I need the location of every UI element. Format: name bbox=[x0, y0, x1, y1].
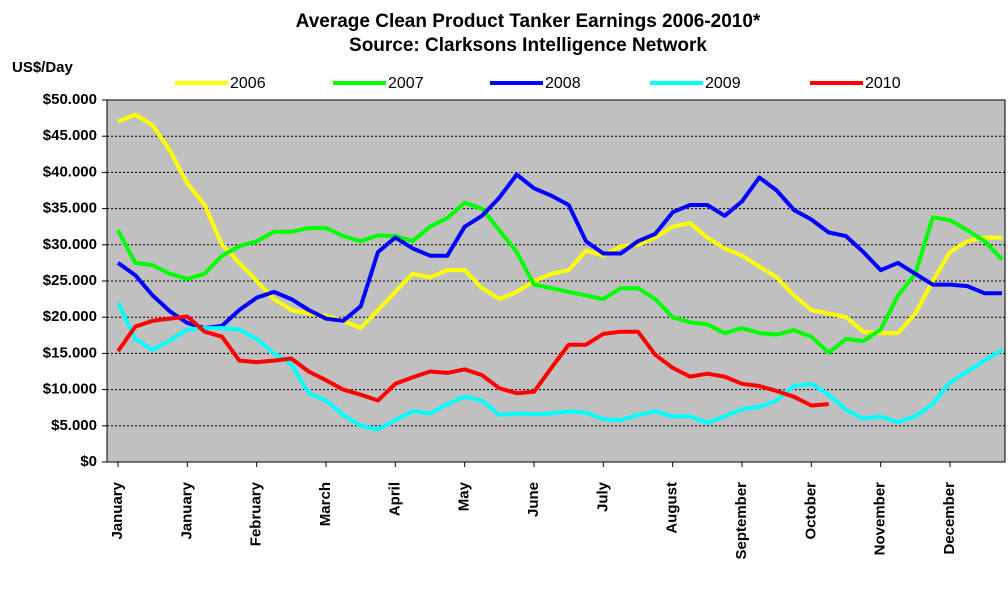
y-tick-label: $20.000 bbox=[43, 308, 97, 325]
legend-label: 2007 bbox=[388, 75, 424, 92]
x-tick-label: February bbox=[248, 481, 265, 546]
y-tick-label: $30.000 bbox=[43, 236, 97, 253]
y-tick-label: $50.000 bbox=[43, 91, 97, 108]
x-tick-label: April bbox=[386, 482, 403, 516]
series-line bbox=[117, 112, 1002, 336]
y-tick-label: $0 bbox=[80, 453, 97, 470]
x-tick-label: January bbox=[109, 481, 126, 539]
x-tick-label: October bbox=[802, 482, 819, 540]
x-tick-label: November bbox=[872, 482, 889, 556]
legend-label: 2008 bbox=[545, 75, 581, 92]
x-tick-label: July bbox=[594, 481, 611, 512]
x-tick-label: December bbox=[941, 482, 958, 555]
x-tick-label: May bbox=[456, 481, 473, 511]
y-tick-label: $15.000 bbox=[43, 344, 97, 361]
x-tick-label: August bbox=[664, 482, 681, 534]
chart-title: Average Clean Product Tanker Earnings 20… bbox=[296, 11, 761, 32]
series-line bbox=[116, 314, 829, 408]
series-line bbox=[116, 172, 1002, 331]
x-tick-label: June bbox=[525, 482, 542, 517]
x-tick-label: March bbox=[317, 482, 334, 526]
series-line bbox=[116, 301, 1004, 432]
x-tick-label: January bbox=[178, 481, 195, 539]
x-tick-label: September bbox=[733, 482, 750, 560]
legend-label: 2009 bbox=[705, 75, 741, 92]
y-tick-label: $10.000 bbox=[43, 381, 97, 398]
series-line bbox=[116, 200, 1004, 355]
legend-label: 2006 bbox=[230, 75, 266, 92]
y-tick-label: $5.000 bbox=[51, 417, 97, 434]
y-tick-label: $45.000 bbox=[43, 127, 97, 144]
legend-label: 2010 bbox=[865, 75, 901, 92]
y-tick-label: $35.000 bbox=[43, 200, 97, 217]
plot-border bbox=[106, 99, 1006, 463]
y-tick-label: $25.000 bbox=[43, 272, 97, 289]
chart-subtitle: Source: Clarksons Intelligence Network bbox=[349, 35, 707, 56]
y-tick-label: $40.000 bbox=[43, 163, 97, 180]
y-axis-label: US$/Day bbox=[12, 59, 74, 76]
